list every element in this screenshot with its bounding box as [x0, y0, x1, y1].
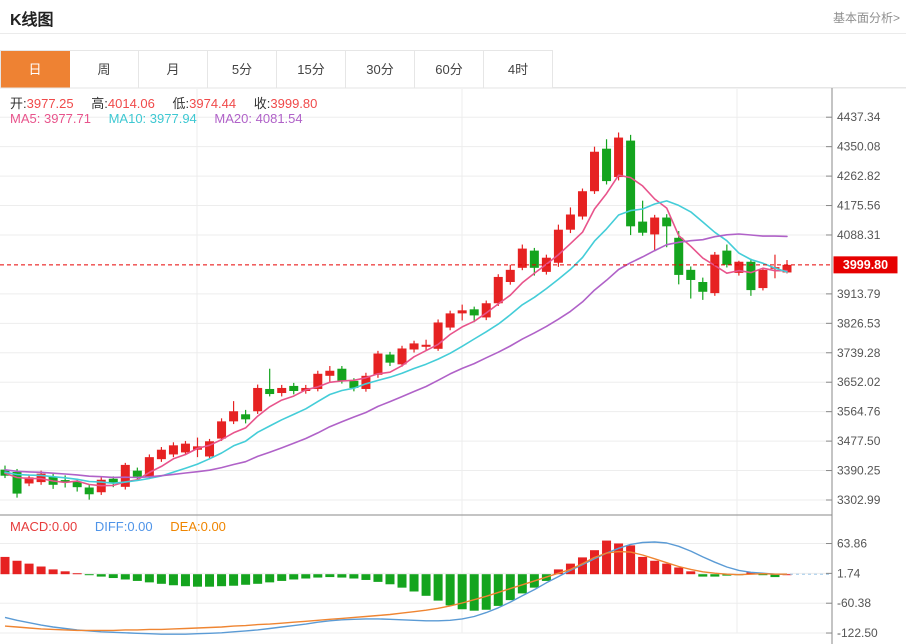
- svg-text:3652.02: 3652.02: [837, 375, 881, 389]
- svg-text:3302.99: 3302.99: [837, 493, 881, 507]
- tab-4hour[interactable]: 4时: [484, 51, 553, 88]
- tab-30min[interactable]: 30分: [346, 51, 415, 88]
- svg-text:3999.80: 3999.80: [843, 258, 888, 272]
- main-axis-labels: 4437.34 4350.08 4262.82 4175.56 4088.31 3913.…: [826, 110, 881, 507]
- svg-text:4175.56: 4175.56: [837, 199, 881, 213]
- diff-line: [4, 541, 787, 635]
- tab-60min[interactable]: 60分: [415, 51, 484, 88]
- svg-text:4350.08: 4350.08: [837, 140, 881, 154]
- panel-borders: [0, 87, 906, 644]
- svg-text:-122.50: -122.50: [837, 626, 878, 640]
- svg-text:63.86: 63.86: [837, 537, 867, 551]
- grid-layer: [0, 89, 832, 634]
- macd-histogram: [0, 540, 792, 611]
- current-price-badge: 3999.80: [833, 256, 898, 274]
- tab-month[interactable]: 月: [139, 51, 208, 88]
- svg-text:3477.50: 3477.50: [837, 434, 881, 448]
- macd-axis-labels: 63.86 1.74 -60.38 -122.50: [826, 537, 878, 640]
- tab-15min[interactable]: 15分: [277, 51, 346, 88]
- candles-layer: [0, 132, 792, 500]
- dea-line: [4, 550, 787, 632]
- tab-week[interactable]: 周: [70, 51, 139, 88]
- svg-text:3913.79: 3913.79: [837, 287, 881, 301]
- svg-text:4437.34: 4437.34: [837, 110, 881, 124]
- svg-text:1.74: 1.74: [837, 566, 861, 580]
- ma20-line: [4, 233, 788, 479]
- title-divider: [0, 33, 906, 34]
- svg-text:3826.53: 3826.53: [837, 316, 881, 330]
- ma10-line: [4, 200, 788, 485]
- svg-text:4262.82: 4262.82: [837, 169, 881, 183]
- svg-text:3739.28: 3739.28: [837, 346, 881, 360]
- period-tabs: 日 周 月 5分 15分 30分 60分 4时: [0, 50, 906, 88]
- svg-text:-60.38: -60.38: [837, 596, 871, 610]
- svg-text:3564.76: 3564.76: [837, 405, 881, 419]
- tab-day[interactable]: 日: [1, 51, 70, 88]
- fundamental-analysis-link[interactable]: 基本面分析>: [832, 11, 900, 25]
- tab-5min[interactable]: 5分: [208, 51, 277, 88]
- page-title: K线图: [10, 12, 54, 29]
- svg-text:4088.31: 4088.31: [837, 228, 881, 242]
- svg-text:3390.25: 3390.25: [837, 464, 881, 478]
